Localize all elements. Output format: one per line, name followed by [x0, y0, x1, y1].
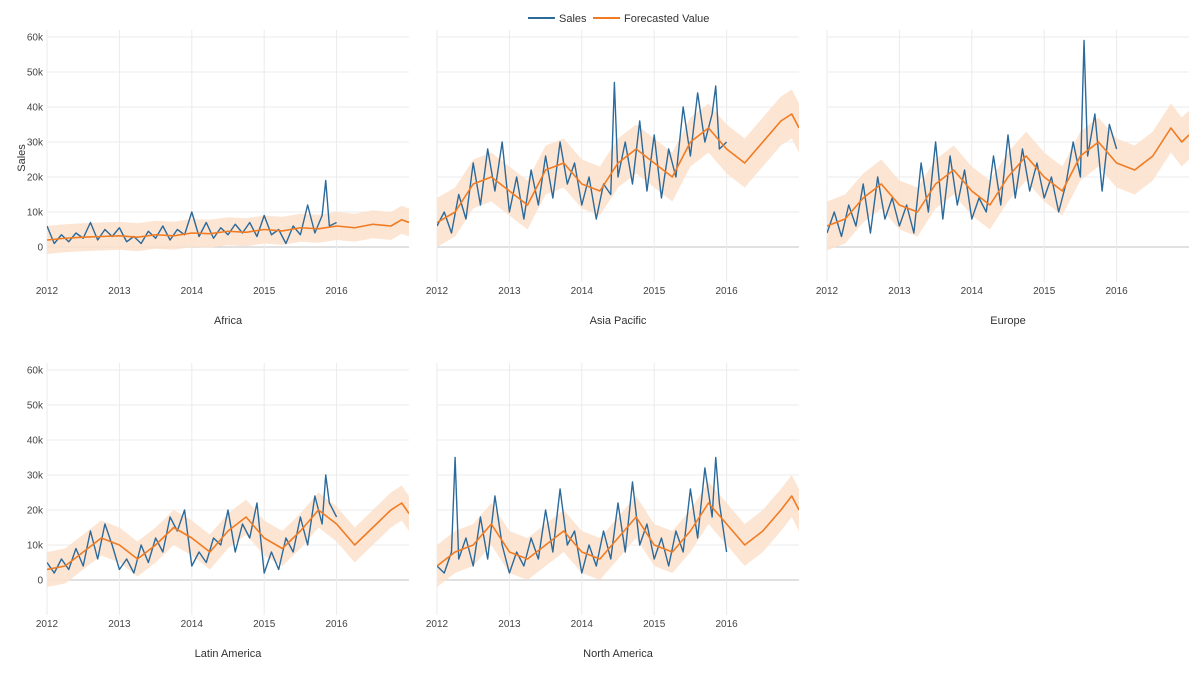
legend: Sales Forecasted Value: [528, 13, 709, 25]
x-tick-label: 2015: [1033, 286, 1056, 297]
x-tick-label: 2014: [181, 619, 204, 630]
x-tick-label: 2013: [108, 286, 131, 297]
x-tick-label: 2014: [571, 619, 594, 630]
forecast-series-line: [827, 127, 1189, 227]
y-tick-label: 20k: [27, 173, 44, 184]
x-tick-label: 2013: [498, 286, 521, 297]
panel-title: Asia Pacific: [590, 315, 647, 327]
legend-item-sales[interactable]: Sales: [528, 13, 587, 25]
plot-area: [827, 39, 1189, 251]
y-tick-label: 40k: [27, 436, 44, 447]
y-tick-label: 60k: [27, 33, 44, 44]
forecast-series-line: [437, 113, 799, 224]
panel-africa: 0 10k 20k 30k 40k 50k 60k 2012 2013 2014 2015 2016 A…: [27, 30, 409, 327]
forecast-series-line: [47, 502, 409, 571]
x-tick-label: 2016: [1105, 286, 1128, 297]
panel-title: Africa: [214, 315, 243, 327]
y-tick-label: 10k: [27, 541, 44, 552]
x-tick-label: 2016: [715, 619, 738, 630]
x-tick-label: 2013: [498, 619, 521, 630]
forecast-series-line: [437, 495, 799, 567]
y-tick-label: 60k: [27, 366, 44, 377]
legend-label-forecast: Forecasted Value: [624, 13, 709, 25]
panel-asia-pacific: 2012 2013 2014 2015 2016 Asia Pacific: [426, 30, 799, 327]
x-tick-label: 2015: [253, 286, 276, 297]
x-tick-label: 2012: [816, 286, 839, 297]
panel-title: North America: [583, 648, 654, 660]
sales-series-line: [47, 474, 338, 574]
plot-area: [47, 179, 409, 254]
panel-title: Latin America: [195, 648, 263, 660]
x-tick-label: 2014: [961, 286, 984, 297]
x-tick-label: 2014: [181, 286, 204, 297]
sales-series-line: [437, 456, 728, 574]
x-tick-label: 2014: [571, 286, 594, 297]
y-axis-title: Sales: [16, 144, 28, 172]
plot-area: [437, 81, 799, 247]
x-tick-label: 2013: [888, 286, 911, 297]
x-tick-label: 2016: [715, 286, 738, 297]
y-tick-label: 10k: [27, 208, 44, 219]
sales-series-line: [437, 81, 728, 234]
panels: 0 10k 20k 30k 40k 50k 60k 2012 2013 2014 2015 2016 A…: [27, 30, 1189, 660]
panel-north-america: 2012 2013 2014 2015 2016 North America: [426, 363, 799, 660]
y-tick-label: 40k: [27, 103, 44, 114]
x-tick-label: 2015: [253, 619, 276, 630]
sales-series-line: [827, 39, 1118, 238]
legend-item-forecast[interactable]: Forecasted Value: [593, 13, 709, 25]
y-tick-label: 30k: [27, 471, 44, 482]
forecast-uncertainty-band: [47, 485, 409, 587]
panel-europe: 2012 2013 2014 2015 2016 Europe: [816, 30, 1189, 327]
forecast-series-line: [47, 218, 409, 241]
y-tick-label: 50k: [27, 401, 44, 412]
x-tick-label: 2016: [325, 619, 348, 630]
x-tick-label: 2015: [643, 619, 666, 630]
x-tick-label: 2012: [426, 286, 449, 297]
y-tick-label: 20k: [27, 506, 44, 517]
x-tick-label: 2012: [36, 286, 59, 297]
x-tick-label: 2015: [643, 286, 666, 297]
panel-title: Europe: [990, 315, 1025, 327]
x-tick-label: 2016: [325, 286, 348, 297]
x-tick-label: 2013: [108, 619, 131, 630]
panel-latin-america: 0 10k 20k 30k 40k 50k 60k 2012 2013 2014 2015 2016 L…: [27, 363, 409, 660]
y-tick-label: 50k: [27, 68, 44, 79]
y-tick-label: 0: [37, 576, 43, 587]
plot-area: [47, 474, 409, 587]
x-tick-label: 2012: [426, 619, 449, 630]
legend-label-sales: Sales: [559, 13, 587, 25]
x-tick-label: 2012: [36, 619, 59, 630]
y-tick-label: 0: [37, 243, 43, 254]
forecast-uncertainty-band: [47, 205, 409, 254]
plot-area: [437, 456, 799, 587]
y-tick-label: 30k: [27, 138, 44, 149]
